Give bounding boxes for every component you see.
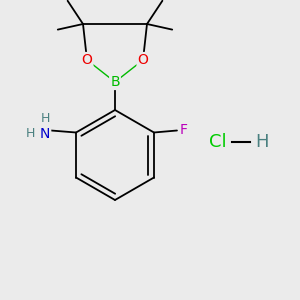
Text: O: O	[138, 53, 148, 67]
Text: H: H	[40, 112, 50, 125]
Text: Cl: Cl	[209, 133, 227, 151]
Text: O: O	[82, 53, 92, 67]
Text: B: B	[110, 75, 120, 89]
Text: H: H	[255, 133, 269, 151]
Text: N: N	[40, 127, 50, 140]
Text: F: F	[180, 124, 188, 137]
Text: H: H	[25, 127, 35, 140]
